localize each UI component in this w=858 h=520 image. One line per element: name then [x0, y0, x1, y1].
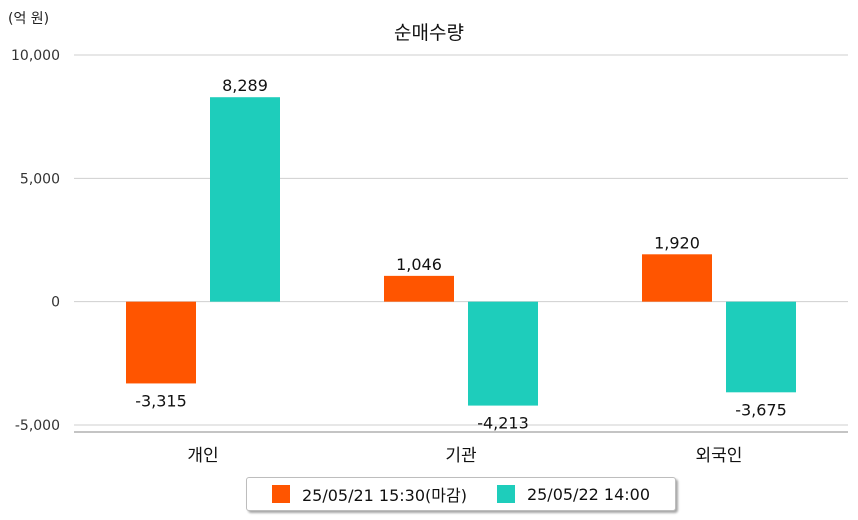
data-label: 8,289 [222, 76, 268, 95]
x-tick-label: 개인 [187, 446, 218, 466]
bar[interactable] [210, 97, 280, 302]
legend-item-series-2[interactable]: 25/05/22 14:00 [496, 484, 650, 504]
chart-legend: 25/05/21 15:30(마감) 25/05/22 14:00 [246, 477, 676, 511]
bar[interactable] [642, 254, 712, 302]
legend-label-series-2: 25/05/22 14:00 [526, 484, 650, 504]
y-tick-label: 0 [51, 295, 60, 311]
y-tick-label: 10,000 [11, 48, 60, 64]
legend-swatch-series-2 [496, 485, 515, 503]
data-label: -3,675 [735, 400, 787, 419]
data-label: -3,315 [135, 391, 187, 410]
bar[interactable] [384, 275, 454, 302]
y-tick-label: -5,000 [15, 418, 60, 434]
unit-label: (억 원) [8, 11, 50, 27]
legend-item-series-1[interactable]: 25/05/21 15:30(마감) [271, 482, 467, 506]
x-tick-label: 외국인 [696, 446, 743, 466]
data-label: 1,920 [654, 233, 700, 252]
legend-label-series-1: 25/05/21 15:30(마감) [301, 486, 467, 505]
bar[interactable] [126, 301, 196, 384]
chart-title: 순매수량 [394, 22, 464, 44]
bar[interactable] [468, 301, 538, 406]
x-tick-label: 기관 [445, 446, 476, 466]
data-label: -4,213 [477, 414, 529, 433]
data-label: 1,046 [396, 255, 442, 274]
y-tick-label: 5,000 [20, 171, 60, 187]
bar[interactable] [726, 301, 796, 393]
legend-swatch-series-1 [271, 485, 290, 503]
